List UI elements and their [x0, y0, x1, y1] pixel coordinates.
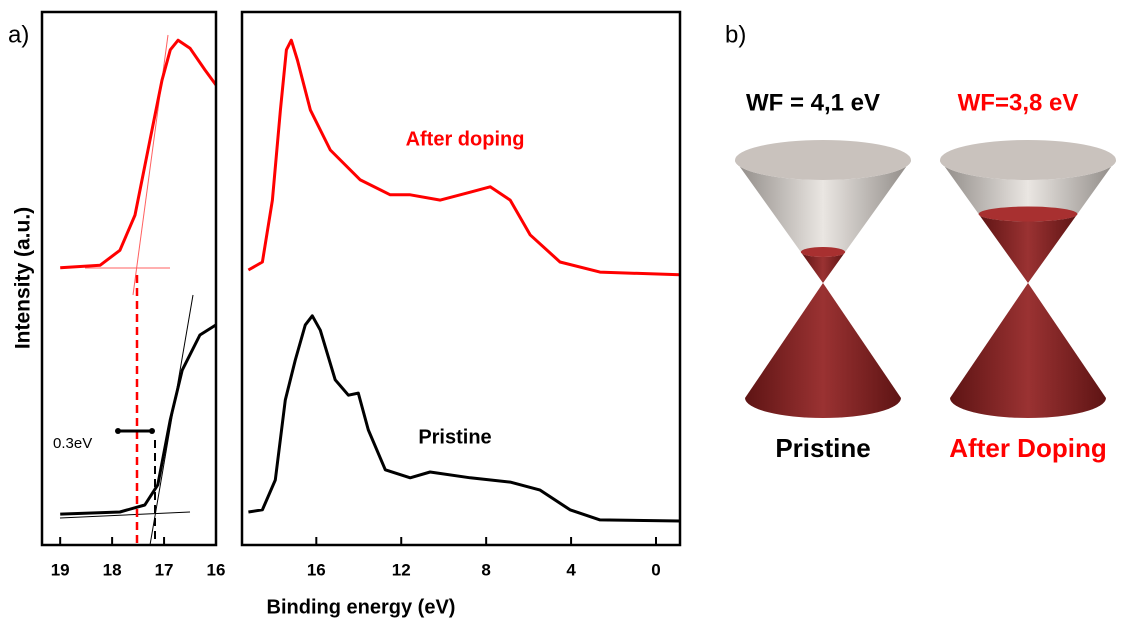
- baseline-line: [59, 511, 191, 519]
- x-tick-label: 16: [307, 560, 326, 579]
- upper-cone: [735, 160, 911, 283]
- plot-frame: [40, 10, 218, 547]
- filled-states: [800, 252, 846, 283]
- lower-cone: [745, 283, 901, 418]
- lower-cone: [950, 283, 1106, 418]
- x-tick-label: 16: [207, 560, 226, 579]
- cone-caption: Pristine: [775, 433, 870, 463]
- panel-label: a): [8, 21, 29, 48]
- y-axis-label: Intensity (a.u.): [12, 207, 35, 349]
- panel-label: b): [725, 21, 746, 48]
- x-axis-label: Binding energy (eV): [267, 596, 456, 618]
- filled-states: [978, 214, 1078, 283]
- onset-guides: [59, 34, 194, 546]
- dirac-cones: WF = 4,1 eV Pristine WF=3,8 eV After Doping: [735, 89, 1116, 463]
- series-label: Pristine: [418, 426, 491, 448]
- arrow-end: [115, 428, 121, 434]
- fermi-level: [978, 206, 1078, 222]
- work-function-label: WF=3,8 eV: [958, 89, 1079, 116]
- data-line: [247, 38, 681, 277]
- data-line: [248, 314, 681, 523]
- cone-caption: After Doping: [949, 433, 1106, 463]
- work-function-label: WF = 4,1 eV: [746, 89, 880, 116]
- series-label: After doping: [406, 128, 525, 150]
- x-tick-label: 12: [392, 560, 411, 579]
- cone-top: [940, 140, 1116, 180]
- x-tick-label: 18: [103, 560, 122, 579]
- plot-frame: [240, 10, 682, 547]
- x-tick-label: 4: [566, 560, 576, 579]
- fermi-level: [800, 246, 846, 258]
- x-tick-label: 19: [51, 560, 70, 579]
- arrow-end: [149, 428, 155, 434]
- data-line: [60, 38, 218, 270]
- x-tick-label: 8: [481, 560, 490, 579]
- cone-top: [735, 140, 911, 180]
- annotation: 0.3eV: [53, 435, 92, 452]
- x-tick-label: 17: [155, 560, 174, 579]
- data-line: [60, 323, 217, 516]
- x-tick-label: 0: [651, 560, 660, 579]
